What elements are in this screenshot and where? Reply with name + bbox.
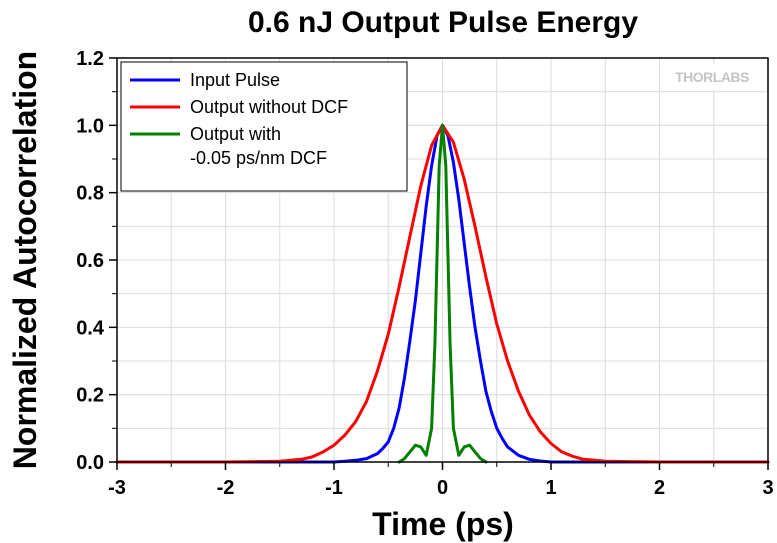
chart-title: 0.6 nJ Output Pulse Energy: [248, 6, 638, 39]
logo-background: [662, 64, 764, 90]
y-tick-label: 0.8: [76, 183, 104, 205]
legend-box: [120, 61, 408, 192]
legend-label: Output with: [190, 124, 281, 144]
x-tick-label: 3: [762, 477, 773, 499]
series-line-3: [397, 123, 488, 464]
legend-label: Input Pulse: [190, 70, 280, 90]
series-lines: [115, 123, 770, 464]
y-tick-label: 0.4: [76, 317, 105, 339]
x-tick-label: 1: [545, 477, 556, 499]
x-tick-label: -1: [325, 477, 343, 499]
x-tick-label: -3: [108, 477, 126, 499]
logo-text: THORLABS: [675, 69, 749, 85]
y-tick-label: 0.2: [76, 385, 104, 407]
x-axis-title: Time (ps): [372, 506, 514, 542]
logo: THORLABS: [662, 64, 764, 90]
y-axis-title: Normalized Autocorrelation: [7, 51, 43, 469]
ticks: -3 -2 -1 0 1 2 3 0.0 0.2 0.4 0.6 0.8 1.0 1.2: [76, 48, 773, 499]
x-tick-label: -2: [217, 477, 235, 499]
legend: Input Pulse Output without DCF Output with…: [120, 61, 408, 192]
legend-label: -0.05 ps/nm DCF: [190, 148, 327, 168]
x-tick-label: 2: [654, 477, 665, 499]
legend-label: Output without DCF: [190, 97, 348, 117]
x-tick-label: 0: [437, 477, 448, 499]
y-tick-label: 0.0: [76, 452, 104, 474]
y-tick-label: 0.6: [76, 250, 104, 272]
y-tick-label: 1.2: [76, 48, 104, 70]
y-tick-label: 1.0: [76, 115, 104, 137]
